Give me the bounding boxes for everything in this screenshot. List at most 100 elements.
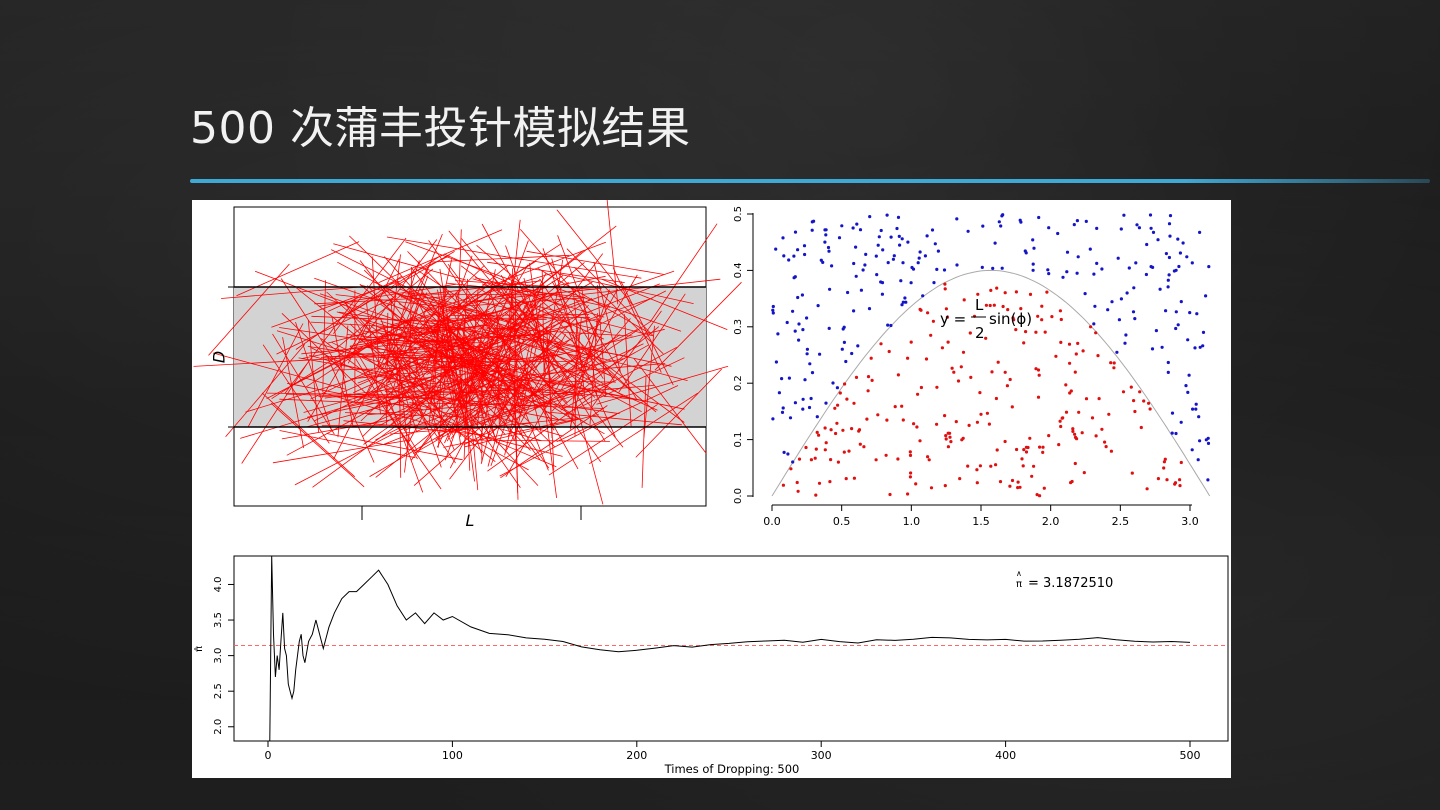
needle <box>280 278 347 379</box>
hit-point <box>1145 487 1149 491</box>
needle <box>521 343 644 400</box>
hit-point <box>1104 445 1108 449</box>
hit-point <box>1132 399 1136 403</box>
miss-point <box>792 254 796 258</box>
miss-point <box>1160 345 1164 349</box>
miss-point <box>776 332 780 336</box>
hit-point <box>1082 471 1086 475</box>
hit-point <box>1024 330 1028 334</box>
miss-point <box>1046 268 1050 272</box>
needle <box>314 296 455 305</box>
scatter-x-ticks: 0.0 0.5 1.0 1.5 2.0 2.5 3.0 <box>763 505 1199 528</box>
hit-point <box>833 406 837 410</box>
needle <box>285 393 426 399</box>
hit-point <box>1036 395 1041 399</box>
needle <box>437 336 450 448</box>
miss-point <box>859 288 864 292</box>
miss-point <box>880 292 885 296</box>
needle <box>464 414 599 448</box>
hit-point <box>967 423 971 427</box>
needle <box>193 358 334 367</box>
needle <box>399 365 402 478</box>
needle <box>596 365 729 405</box>
needle <box>432 414 557 468</box>
hit-point <box>946 445 951 449</box>
needle <box>487 352 581 437</box>
miss-point <box>1047 226 1051 230</box>
needle <box>559 330 657 413</box>
hit-point <box>915 425 919 429</box>
miss-point <box>771 311 775 315</box>
needle <box>409 264 510 345</box>
miss-point <box>1151 265 1155 269</box>
hit-point <box>943 282 947 286</box>
hit-point <box>1073 370 1077 374</box>
miss-point <box>828 287 832 291</box>
hit-point <box>828 480 832 484</box>
needle <box>213 352 346 390</box>
hit-point <box>1040 304 1044 308</box>
needle <box>513 381 519 494</box>
hit-point <box>1179 460 1183 465</box>
needle <box>470 320 517 427</box>
miss-point <box>1132 286 1136 290</box>
needle <box>464 358 471 471</box>
figure-panel: L D 0.0 0.1 0.2 0.3 0.4 0.5 0.0 0.5 1.0 1.5 2.0 2.… <box>192 192 1231 778</box>
scatter-y-tick-label: 0.2 <box>733 375 744 391</box>
hit-point <box>857 429 861 433</box>
hit-point <box>1112 366 1116 370</box>
needle <box>484 330 524 439</box>
needle <box>398 305 468 404</box>
hit-point <box>901 418 905 422</box>
miss-point <box>900 303 904 307</box>
hit-point <box>924 357 929 361</box>
hit-point <box>885 418 889 422</box>
miss-point <box>1186 390 1190 394</box>
miss-point <box>1156 238 1160 242</box>
needle <box>399 288 531 330</box>
miss-point <box>785 320 789 325</box>
final-estimate-label: ∧ π = 3.1872510 <box>1016 569 1113 591</box>
miss-point <box>1145 242 1149 247</box>
hit-point <box>870 378 874 382</box>
needle <box>247 323 304 427</box>
hit-point <box>789 467 793 471</box>
miss-point <box>1092 322 1096 326</box>
needle <box>392 354 533 361</box>
needle <box>487 262 585 344</box>
miss-point <box>831 381 835 385</box>
scatter-x-tick-label: 2.0 <box>1042 515 1060 528</box>
hit-point <box>1139 425 1143 430</box>
hit-point <box>1178 478 1182 482</box>
hit-point <box>984 336 988 340</box>
needle <box>418 358 499 452</box>
miss-point <box>793 275 797 279</box>
miss-point <box>899 279 903 283</box>
hit-point <box>1097 397 1101 401</box>
needle <box>541 386 557 498</box>
miss-point <box>808 362 812 366</box>
hit-point <box>1071 427 1075 431</box>
needle <box>499 414 617 477</box>
miss-point <box>903 296 907 300</box>
convergence-y-label: π̂ <box>193 646 205 652</box>
hit-point <box>876 413 880 417</box>
miss-point <box>891 257 896 261</box>
miss-point <box>844 359 848 364</box>
miss-point <box>1075 219 1079 223</box>
miss-point <box>917 256 921 260</box>
hit-point <box>929 486 934 490</box>
needle <box>359 260 434 357</box>
hit-point <box>836 403 840 407</box>
needle <box>545 270 675 316</box>
hit-point <box>987 422 992 426</box>
needle <box>371 297 435 399</box>
needle <box>593 261 621 372</box>
miss-point <box>1170 411 1175 415</box>
needle-y-label: D <box>210 351 229 363</box>
needle <box>401 280 540 298</box>
hit-point <box>1107 412 1111 416</box>
miss-point <box>823 228 827 232</box>
miss-point <box>819 258 823 262</box>
pi-glyph: π <box>1016 579 1022 590</box>
